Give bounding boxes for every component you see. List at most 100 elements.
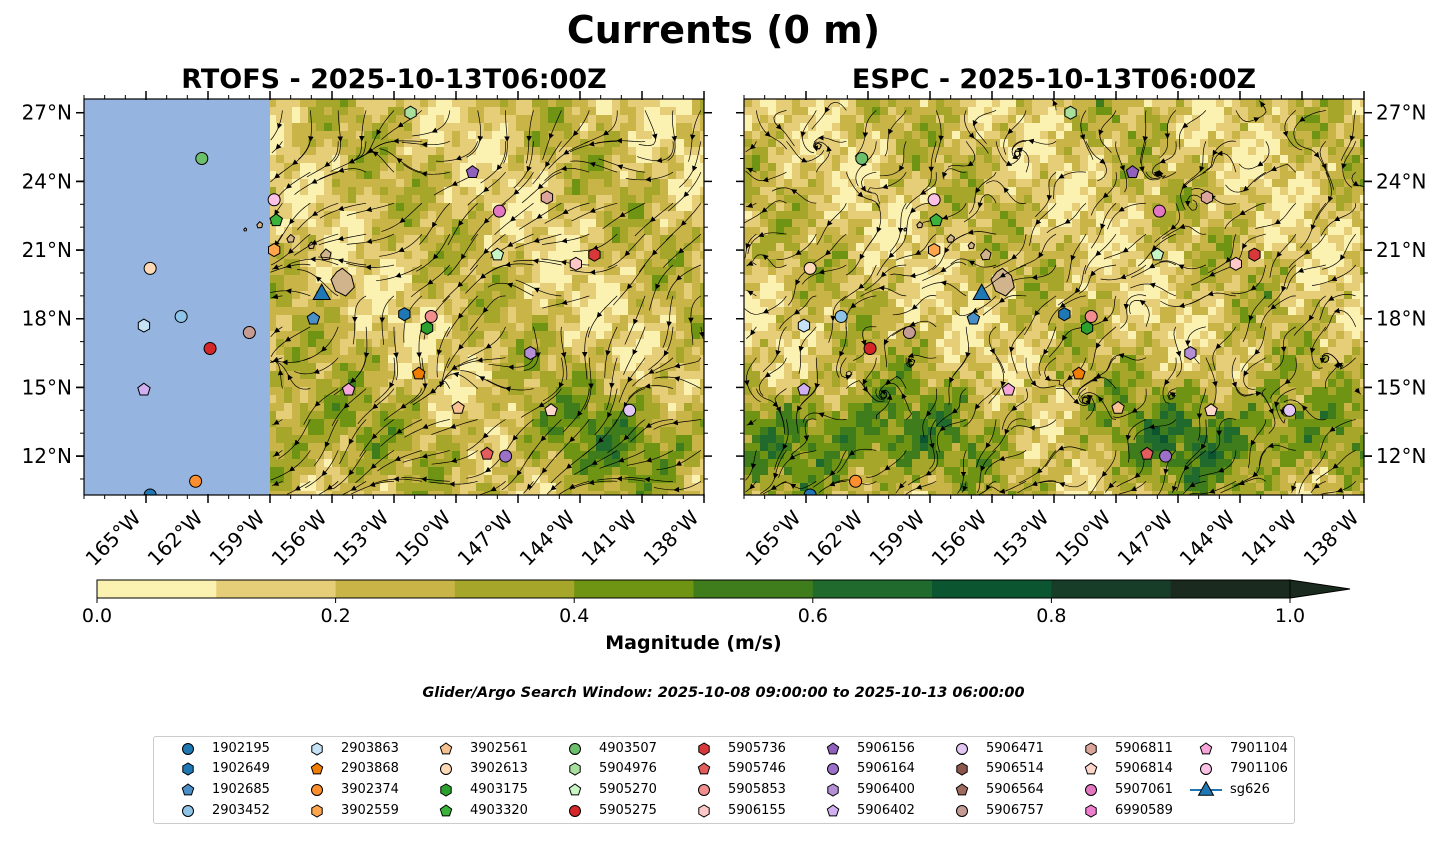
legend-marker-icon (826, 742, 840, 755)
legend-label: 5906514 (986, 761, 1044, 776)
espc-map[interactable] (744, 99, 1369, 501)
legend-marker-5906156 (826, 742, 840, 755)
legend-marker-icon (182, 805, 194, 817)
platform-marker-5906156 (1125, 165, 1140, 178)
legend-label: 5905853 (728, 782, 786, 797)
legend-label: 4903175 (470, 782, 528, 797)
legend-marker-sg626 (1197, 780, 1215, 796)
legend-marker-icon (568, 783, 582, 796)
platform-marker-5906164 (1159, 449, 1173, 463)
lat-tick-label: 12°N (22, 444, 72, 468)
platform-marker-4903320 (929, 213, 943, 227)
legend-marker-3902613 (440, 763, 452, 775)
legend-label: 5906814 (1115, 761, 1173, 776)
colorbar-segment (1051, 580, 1172, 598)
legend-label: 2903863 (341, 741, 399, 756)
lat-tick-label: 12°N (1376, 444, 1426, 468)
legend-marker-3902374 (311, 784, 323, 796)
platform-marker-3902374 (849, 474, 863, 488)
legend-label: 3902561 (470, 741, 528, 756)
espc-lon-tick-label: 144°W (1175, 505, 1240, 570)
colorbar-tick-label: 0.2 (320, 605, 350, 627)
colorbar-tick-label: 0.4 (559, 605, 589, 627)
rtofs-panel-title: RTOFS - 2025-10-13T06:00Z (181, 64, 607, 95)
rtofs-map[interactable] (84, 99, 709, 501)
legend-label: 7901106 (1230, 761, 1288, 776)
legend-marker-icon (181, 783, 195, 796)
legend-label: 3902613 (470, 761, 528, 776)
platform-marker-5906757 (242, 325, 256, 339)
espc-streamlines (744, 99, 1364, 495)
legend-marker-5905275 (569, 805, 581, 817)
rtofs-lon-tick-label: 156°W (267, 505, 332, 570)
legend-label: 1902649 (212, 761, 270, 776)
espc-lon-tick-label: 153°W (989, 505, 1054, 570)
colorbar-tick-label: 0.6 (798, 605, 828, 627)
espc-panel-title: ESPC - 2025-10-13T06:00Z (851, 64, 1257, 95)
legend-label: sg626 (1230, 782, 1270, 797)
legend-label: 5906811 (1115, 741, 1173, 756)
legend-marker-icon (1084, 762, 1098, 775)
colorbar-segment (216, 580, 337, 598)
legend-label: 4903507 (599, 741, 657, 756)
platform-marker-1902685 (306, 311, 321, 325)
platform-marker-3902561 (451, 400, 465, 414)
legend-marker-3902561 (439, 742, 453, 755)
legend-marker-icon (1190, 780, 1222, 796)
platform-marker-5906156 (465, 165, 480, 178)
legend-marker-icon (1085, 784, 1097, 796)
legend-marker-icon (826, 804, 840, 817)
legend-marker-icon (698, 804, 710, 818)
platform-marker-5905746 (480, 446, 494, 460)
platform-marker-2903863 (797, 318, 811, 333)
legend-marker-icon (956, 762, 968, 776)
colorbar-tick-label: 0.0 (82, 605, 112, 627)
colorbar-tick-label: 0.8 (1036, 605, 1066, 627)
platform-marker-5904976 (404, 105, 417, 120)
espc-lon-tick-label: 147°W (1113, 505, 1178, 570)
legend-marker-6990589 (1085, 804, 1097, 818)
legend-label: 5905275 (599, 803, 657, 818)
platform-marker-5905746 (1140, 446, 1154, 460)
colorbar-segment (454, 580, 575, 598)
espc-lon-tick-label: 156°W (927, 505, 992, 570)
colorbar-tick-label: 1.0 (1275, 605, 1305, 627)
legend-label: 5906400 (857, 782, 915, 797)
platform-marker-7901106 (927, 193, 941, 207)
lat-tick-label: 27°N (1376, 101, 1426, 125)
platform-marker-5905853 (1084, 309, 1098, 323)
legend-label: 5905746 (728, 761, 786, 776)
legend-marker-icon (439, 804, 453, 817)
legend-label: 5905736 (728, 741, 786, 756)
legend-marker-5906814 (1084, 762, 1098, 775)
legend-marker-icon (1199, 742, 1213, 755)
legend-marker-2903863 (311, 742, 323, 756)
platform-marker-2903868 (412, 366, 426, 380)
espc-lon-tick-label: 165°W (741, 505, 806, 570)
legend-marker-5905746 (697, 762, 711, 775)
rtofs-lon-tick-label: 159°W (205, 505, 270, 570)
lat-tick-label: 21°N (22, 238, 72, 262)
platform-marker-5906155 (1229, 256, 1242, 271)
rtofs-lon-tick-label: 162°W (143, 505, 208, 570)
legend-marker-5906155 (698, 804, 710, 818)
legend-marker-5906757 (956, 805, 968, 817)
legend-marker-icon (310, 762, 324, 775)
platform-marker-5907061 (1152, 204, 1166, 218)
rtofs-lon-tick-label: 153°W (329, 505, 394, 570)
legend-marker-7901104 (1199, 742, 1213, 755)
platform-marker-5905275 (863, 342, 877, 356)
legend-marker-icon (698, 742, 710, 756)
platform-marker-1902195 (143, 488, 157, 495)
platform-marker-5906811 (540, 190, 554, 205)
platform-marker-5906402 (797, 382, 811, 396)
legend-marker-icon (440, 763, 452, 775)
search-window-text: Glider/Argo Search Window: 2025-10-08 09… (422, 685, 1025, 701)
espc-hawaiian-islands (903, 221, 1015, 297)
platform-marker-5905853 (424, 309, 438, 323)
legend-label: 5906402 (857, 803, 915, 818)
legend-marker-5906400 (827, 783, 839, 797)
rtofs-lon-tick-label: 150°W (391, 505, 456, 570)
platform-marker-5906402 (137, 382, 151, 396)
